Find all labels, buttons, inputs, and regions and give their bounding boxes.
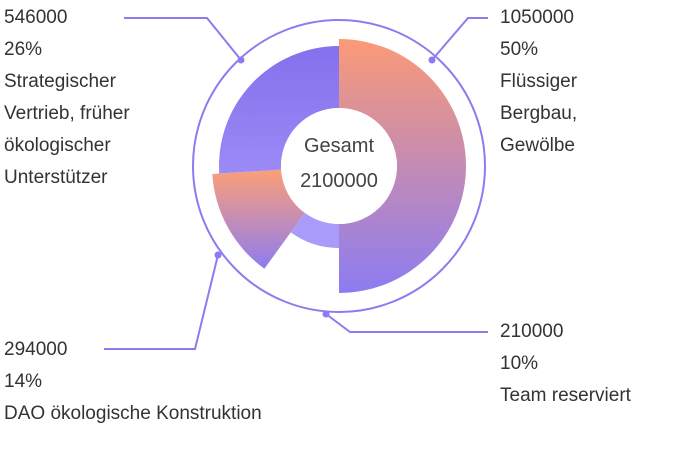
label-strategic-percent: 26%: [4, 39, 43, 60]
label-dao-percent: 14%: [4, 371, 43, 392]
label-dao: 294000 14% DAO ökologische Konstruktion: [4, 334, 262, 430]
donut-hole: [281, 108, 397, 224]
slice-dao: [212, 169, 305, 269]
label-strategic-line: Strategischer: [4, 71, 116, 92]
label-strategic-line: ökologischer: [4, 135, 111, 156]
label-dao-value: 294000: [4, 339, 68, 360]
leader-liquidity: [431, 17, 488, 61]
leader-team: [325, 313, 488, 333]
label-strategic: 546000 26% Strategischer Vertrieb, frühe…: [4, 2, 130, 194]
outer-ring: [192, 19, 486, 313]
slice-team: [290, 212, 339, 248]
leader-lines: [104, 17, 488, 350]
label-liquidity-value: 1050000: [500, 7, 574, 28]
label-strategic-line: Unterstützer: [4, 167, 108, 188]
label-strategic-value: 546000: [4, 7, 68, 28]
label-liquidity-line: Flüssiger: [500, 71, 578, 92]
leader-strategic-dot: [237, 56, 245, 64]
label-team-percent: 10%: [500, 353, 539, 374]
slice-strategic: [219, 46, 339, 174]
label-team-value: 210000: [500, 321, 564, 342]
leader-dao: [104, 254, 219, 350]
center-value: 2100000: [300, 170, 378, 192]
label-liquidity-percent: 50%: [500, 39, 539, 60]
leader-liquidity-dot: [428, 56, 436, 64]
label-dao-line: DAO ökologische Konstruktion: [4, 403, 262, 424]
center-label: Gesamt: [304, 135, 374, 157]
label-liquidity-line: Gewölbe: [500, 135, 575, 156]
label-team: 210000 10% Team reserviert: [500, 316, 631, 412]
label-strategic-line: Vertrieb, früher: [4, 103, 130, 124]
label-liquidity: 1050000 50% Flüssiger Bergbau, Gewölbe: [500, 2, 577, 162]
leader-strategic: [124, 17, 242, 61]
label-liquidity-line: Bergbau,: [500, 103, 578, 124]
label-team-line: Team reserviert: [500, 385, 631, 406]
slice-liquidity: [339, 39, 466, 293]
leader-dao-dot: [214, 251, 222, 259]
leader-team-dot: [322, 310, 330, 318]
